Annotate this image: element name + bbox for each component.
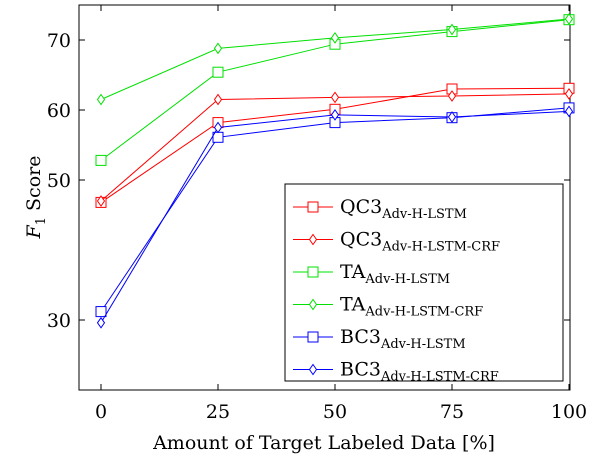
series-4 xyxy=(95,102,575,318)
y-tick-label: 60 xyxy=(47,100,71,122)
legend-label-main: QC3 xyxy=(340,196,382,218)
legend-label-subscript: Adv-H-LSTM-CRF xyxy=(364,305,483,320)
data-point xyxy=(330,91,340,104)
series-layer xyxy=(95,13,575,329)
legend-box xyxy=(284,183,564,382)
legend-entry: TAAdv-H-LSTM xyxy=(293,261,450,287)
legend-entry: QC3Adv-H-LSTM xyxy=(293,196,467,222)
data-point xyxy=(212,66,224,78)
y-axis-label-subscript: 1 xyxy=(34,217,49,225)
series-line xyxy=(100,18,570,100)
legend-label: BC3Adv-H-LSTM xyxy=(340,326,466,352)
legend-marker xyxy=(307,266,319,278)
legend-entry: BC3Adv-H-LSTM xyxy=(293,326,466,352)
series-3 xyxy=(96,13,574,106)
y-tick-label: 50 xyxy=(47,170,71,192)
x-tick-label: 0 xyxy=(95,401,107,423)
legend-marker xyxy=(307,201,319,213)
legend-entry: TAAdv-H-LSTM-CRF xyxy=(293,294,483,320)
data-point xyxy=(96,316,106,329)
x-tick-label: 75 xyxy=(440,401,464,423)
legend-label: QC3Adv-H-LSTM xyxy=(340,196,467,222)
data-point xyxy=(213,121,223,134)
axis-ticks: 0 25 50 75 100 30 50 60 70 xyxy=(47,5,587,423)
y-axis-label: F1 Score xyxy=(23,156,49,240)
legend-label-main: TA xyxy=(340,261,366,283)
legend-marker xyxy=(308,298,318,311)
legend-label-main: TA xyxy=(340,294,366,316)
x-tick-label: 100 xyxy=(551,401,587,423)
legend-label: QC3Adv-H-LSTM-CRF xyxy=(340,229,500,255)
y-tick-label: 30 xyxy=(47,310,71,332)
data-point xyxy=(330,109,340,121)
y-axis-label-rest: Score xyxy=(23,156,45,217)
legend-label: BC3Adv-H-LSTM-CRF xyxy=(340,359,499,385)
legend-label-subscript: Adv-H-LSTM xyxy=(380,337,466,352)
legend-label-subscript: Adv-H-LSTM-CRF xyxy=(381,240,500,255)
legend-label: TAAdv-H-LSTM-CRF xyxy=(340,294,483,320)
x-tick-label: 25 xyxy=(206,401,230,423)
legend-label-subscript: Adv-H-LSTM xyxy=(364,272,450,287)
x-axis-label: Amount of Target Labeled Data [%] xyxy=(152,432,495,454)
y-tick-label: 70 xyxy=(47,30,71,52)
legend-label-subscript: Adv-H-LSTM xyxy=(381,207,467,222)
data-point xyxy=(213,42,223,55)
data-point xyxy=(96,93,106,106)
legend-marker xyxy=(307,331,319,343)
series-1 xyxy=(96,88,574,207)
legend-label: TAAdv-H-LSTM xyxy=(340,261,450,287)
data-point xyxy=(330,32,340,44)
data-point xyxy=(447,23,457,36)
series-5 xyxy=(96,105,574,329)
data-point xyxy=(564,88,574,100)
data-point xyxy=(95,154,107,166)
legend-marker xyxy=(308,363,318,376)
legend-label-main: BC3 xyxy=(340,359,381,381)
legend-entry: BC3Adv-H-LSTM-CRF xyxy=(293,359,499,385)
data-point xyxy=(564,13,574,25)
legend-entry: QC3Adv-H-LSTM-CRF xyxy=(293,229,500,255)
data-point xyxy=(96,195,106,207)
y-axis-label-main: F xyxy=(23,224,45,239)
data-point xyxy=(95,306,107,318)
data-point xyxy=(564,105,574,118)
legend-marker xyxy=(308,233,318,246)
data-point xyxy=(447,111,457,123)
x-tick-label: 50 xyxy=(323,401,347,423)
data-point xyxy=(213,93,223,106)
legend: QC3Adv-H-LSTMQC3Adv-H-LSTM-CRFTAAdv-H-LS… xyxy=(284,183,564,385)
legend-label-main: QC3 xyxy=(340,229,382,251)
legend-label-subscript: Adv-H-LSTM-CRF xyxy=(380,370,499,385)
plot-area-frame xyxy=(78,4,571,391)
legend-label-main: BC3 xyxy=(340,326,381,348)
data-point xyxy=(447,90,457,102)
